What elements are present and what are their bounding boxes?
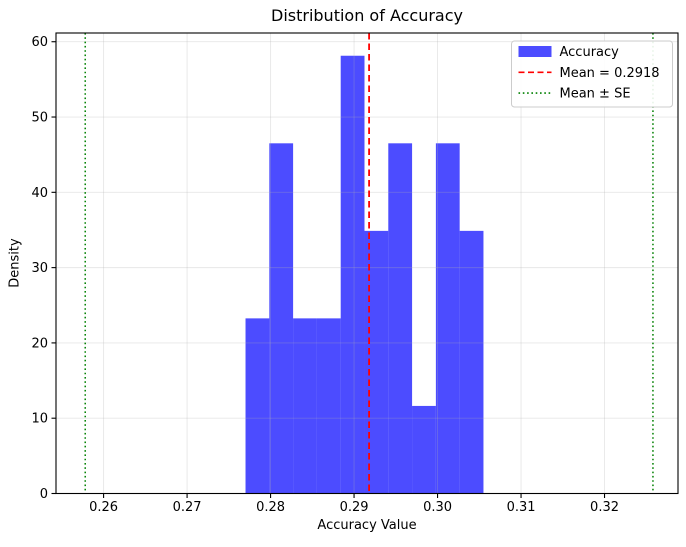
x-tick-label: 0.28 xyxy=(256,500,285,515)
histogram-bar xyxy=(435,143,460,494)
y-tick-label: 50 xyxy=(31,111,48,126)
histogram-bar xyxy=(340,55,365,494)
y-tick-label: 60 xyxy=(31,35,48,50)
x-tick-label: 0.26 xyxy=(89,500,118,515)
x-tick-label: 0.31 xyxy=(507,500,536,515)
plot-border xyxy=(55,32,679,495)
legend-label: Mean ± SE xyxy=(560,87,631,102)
histogram-bar xyxy=(245,318,270,494)
histogram-bar xyxy=(316,318,341,494)
legend-label: Accuracy xyxy=(560,45,620,60)
y-tick-label: 10 xyxy=(31,412,48,427)
x-tick-label: 0.30 xyxy=(423,500,452,515)
y-tick-label: 30 xyxy=(31,261,48,276)
histogram-bar xyxy=(293,318,317,494)
histogram-bar xyxy=(388,143,413,494)
y-tick-label: 0 xyxy=(40,487,48,502)
histogram-bar xyxy=(269,143,294,494)
y-tick-label: 40 xyxy=(31,186,48,201)
y-tick-label: 20 xyxy=(31,336,48,351)
legend-box xyxy=(511,40,673,108)
legend-patch-swatch xyxy=(518,46,552,57)
x-tick-label: 0.27 xyxy=(173,500,202,515)
x-tick-label: 0.29 xyxy=(340,500,369,515)
histogram-bar xyxy=(459,230,484,494)
legend-label: Mean = 0.2918 xyxy=(560,66,660,81)
histogram-bar xyxy=(364,230,389,494)
histogram-bar xyxy=(412,405,436,494)
x-tick-label: 0.32 xyxy=(590,500,619,515)
